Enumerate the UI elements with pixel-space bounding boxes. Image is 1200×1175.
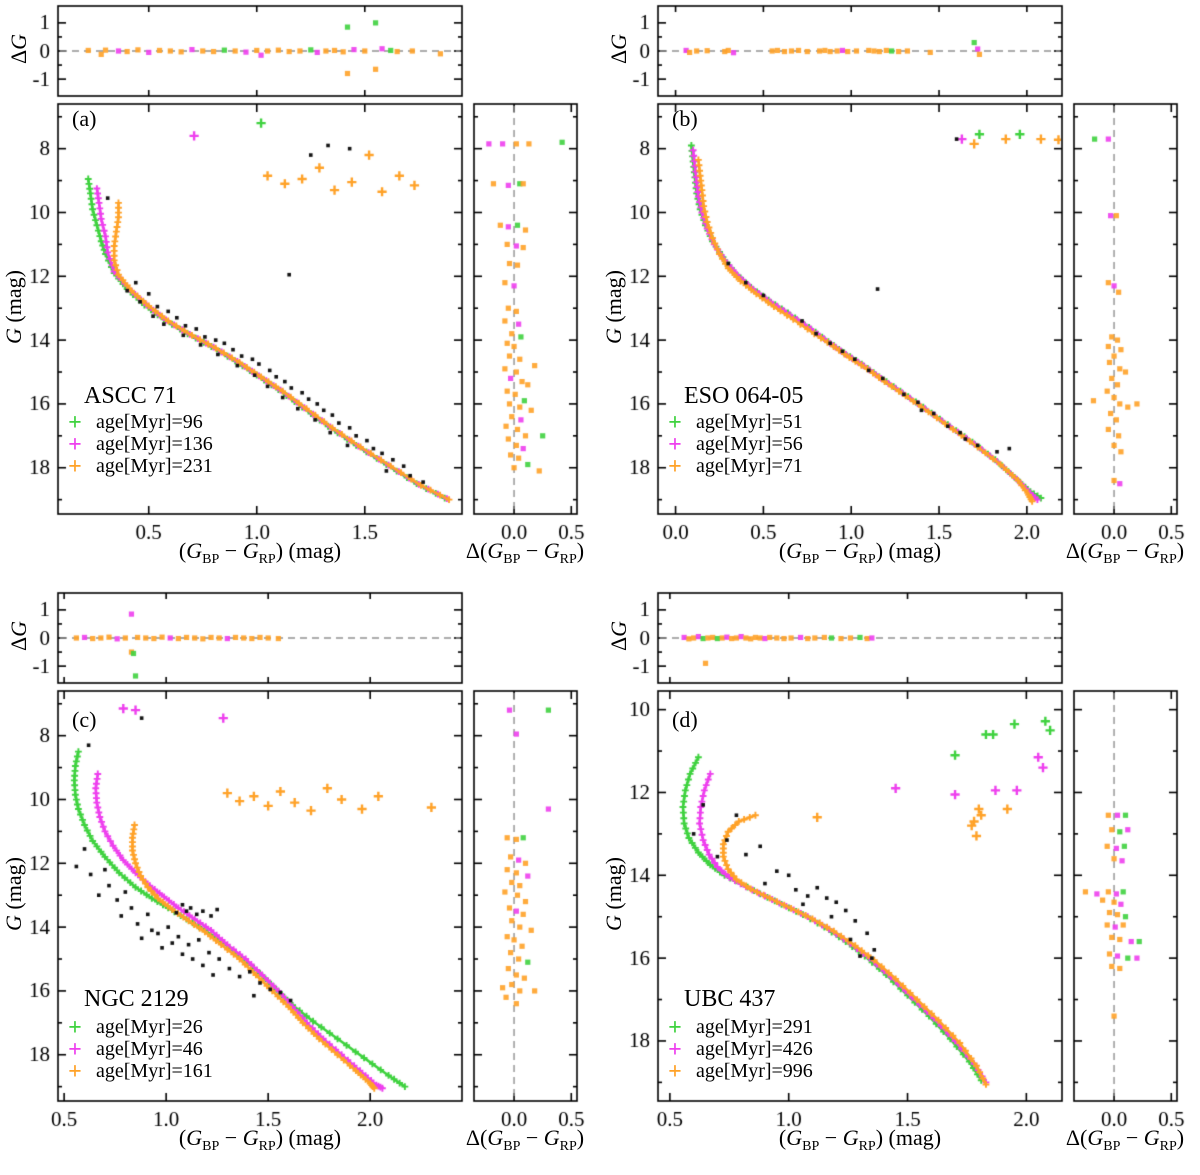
top-y-axis-label: ΔG: [606, 33, 631, 65]
cluster-name: NGC 2129: [84, 986, 189, 1012]
legend-entry: + age[Myr]=46: [62, 1037, 203, 1064]
legend-entry: + age[Myr]=136: [62, 432, 213, 459]
panel-letter: (a): [72, 106, 97, 131]
panel-c-canvas: [0, 587, 600, 1175]
legend-label: age[Myr]=51: [696, 411, 803, 433]
plus-marker-icon: +: [68, 454, 82, 480]
residual-x-axis-label: Δ(GBP − GRP): [465, 1125, 585, 1154]
x-axis-label: (GBP − GRP) (mag): [178, 538, 342, 567]
legend-label: age[Myr]=71: [696, 455, 803, 477]
legend-label: age[Myr]=56: [696, 433, 803, 455]
panel-d-canvas: [600, 587, 1200, 1175]
x-axis-label: (GBP − GRP) (mag): [178, 1125, 342, 1154]
plus-marker-icon: +: [68, 1059, 82, 1085]
legend-entry: + age[Myr]=231: [62, 454, 213, 481]
legend-label: age[Myr]=96: [96, 411, 203, 433]
plus-marker-icon: +: [68, 410, 82, 436]
legend-entry: + age[Myr]=996: [662, 1059, 813, 1086]
legend-label: age[Myr]=426: [696, 1038, 813, 1060]
panel-d: (d) UBC 437 + age[Myr]=291 + age[Myr]=426 …: [600, 587, 1200, 1175]
legend-entry: + age[Myr]=96: [62, 410, 203, 437]
y-axis-label: G (mag): [601, 270, 626, 344]
top-y-axis-label: ΔG: [6, 620, 31, 652]
panel-a-canvas: [0, 0, 600, 588]
legend-label: age[Myr]=26: [96, 1016, 203, 1038]
legend-entry: + age[Myr]=56: [662, 432, 803, 459]
panel-letter: (d): [672, 707, 698, 732]
legend-label: age[Myr]=46: [96, 1038, 203, 1060]
top-y-axis-label: ΔG: [606, 620, 631, 652]
panel-b-canvas: [600, 0, 1200, 588]
legend-entry: + age[Myr]=291: [662, 1015, 813, 1042]
legend-entry: + age[Myr]=51: [662, 410, 803, 437]
panel-letter: (b): [672, 106, 698, 131]
plus-marker-icon: +: [68, 1037, 82, 1063]
plus-marker-icon: +: [668, 410, 682, 436]
panel-a: (a) ASCC 71 + age[Myr]=96 + age[Myr]=136 +…: [0, 0, 600, 588]
cluster-name: ASCC 71: [84, 383, 177, 409]
plus-marker-icon: +: [668, 432, 682, 458]
legend-label: age[Myr]=161: [96, 1060, 213, 1082]
panel-b: (b) ESO 064-05 + age[Myr]=51 + age[Myr]=56…: [600, 0, 1200, 588]
legend-label: age[Myr]=136: [96, 433, 213, 455]
plus-marker-icon: +: [668, 1059, 682, 1085]
plus-marker-icon: +: [668, 454, 682, 480]
x-axis-label: (GBP − GRP) (mag): [778, 1125, 942, 1154]
plus-marker-icon: +: [68, 1015, 82, 1041]
legend-entry: + age[Myr]=426: [662, 1037, 813, 1064]
y-axis-label: G (mag): [601, 857, 626, 931]
top-y-axis-label: ΔG: [6, 33, 31, 65]
y-axis-label: G (mag): [1, 270, 26, 344]
plus-marker-icon: +: [668, 1037, 682, 1063]
legend-label: age[Myr]=231: [96, 455, 213, 477]
legend-entry: + age[Myr]=161: [62, 1059, 213, 1086]
legend-label: age[Myr]=996: [696, 1060, 813, 1082]
plus-marker-icon: +: [668, 1015, 682, 1041]
x-axis-label: (GBP − GRP) (mag): [778, 538, 942, 567]
plus-marker-icon: +: [68, 432, 82, 458]
cluster-name: ESO 064-05: [684, 383, 804, 409]
residual-x-axis-label: Δ(GBP − GRP): [1065, 1125, 1185, 1154]
legend-entry: + age[Myr]=26: [62, 1015, 203, 1042]
legend-label: age[Myr]=291: [696, 1016, 813, 1038]
residual-x-axis-label: Δ(GBP − GRP): [465, 538, 585, 567]
panel-letter: (c): [72, 707, 97, 732]
panel-c: (c) NGC 2129 + age[Myr]=26 + age[Myr]=46 +…: [0, 587, 600, 1175]
cluster-name: UBC 437: [684, 986, 776, 1012]
y-axis-label: G (mag): [1, 857, 26, 931]
legend-entry: + age[Myr]=71: [662, 454, 803, 481]
residual-x-axis-label: Δ(GBP − GRP): [1065, 538, 1185, 567]
